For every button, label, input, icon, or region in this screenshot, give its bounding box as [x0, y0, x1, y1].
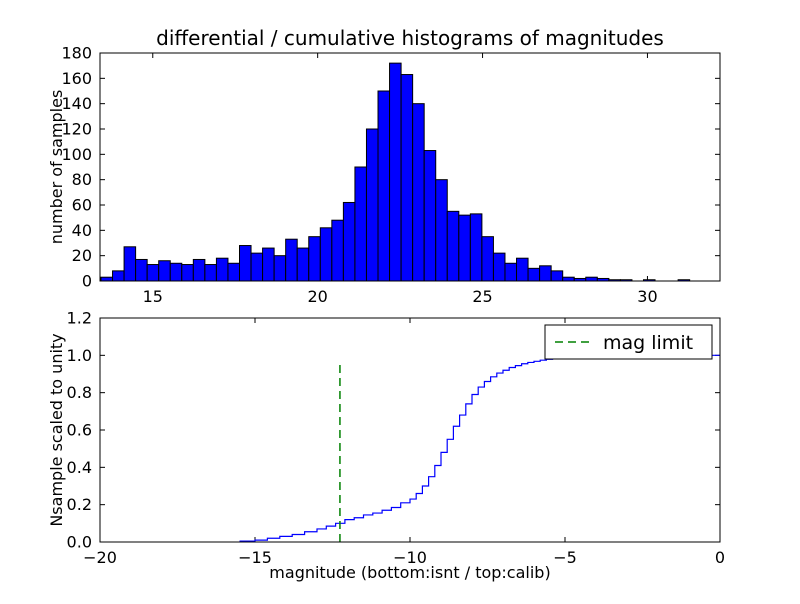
histogram-bar — [204, 264, 217, 282]
histogram-bar — [239, 245, 252, 282]
histogram-bar — [481, 236, 494, 282]
histogram-bar — [135, 258, 148, 282]
y-tick-label: 140 — [61, 94, 92, 113]
y-tick-label: 80 — [72, 170, 92, 189]
x-tick-label: −20 — [83, 548, 117, 567]
y-tick-label: 180 — [61, 44, 92, 63]
histogram-bar — [354, 166, 367, 282]
y-tick-label: 1.2 — [67, 309, 92, 328]
x-tick-label: 20 — [307, 287, 327, 306]
legend: mag limit — [544, 324, 713, 360]
histogram-bar — [469, 213, 483, 282]
histogram-bar — [181, 264, 194, 282]
histogram-bar — [308, 236, 321, 282]
x-axis-label: magnitude (bottom:isnt / top:calib) — [269, 563, 550, 582]
histogram-bar — [296, 247, 310, 282]
x-tick-label: 25 — [472, 287, 492, 306]
cumulative-histogram-plot: −20 −15 −10 −5 0 0.0 0.2 0.4 0.6 0.8 1.0 1.2 — [67, 309, 726, 568]
differential-histogram-plot: 15 20 25 30 0 20 40 60 80 100 120 140 160 180 — [61, 44, 721, 306]
top-y-axis-label: number of samples — [47, 90, 66, 245]
x-tick-label: 0 — [715, 548, 725, 567]
x-tick-label: −5 — [553, 548, 577, 567]
histogram-bar — [458, 214, 471, 282]
histogram-bar — [516, 257, 529, 282]
histogram-bar — [423, 150, 437, 282]
histogram-bar — [192, 258, 206, 282]
histogram-bar — [550, 270, 564, 282]
y-tick-label: 0.0 — [67, 533, 92, 552]
histogram-bar — [146, 264, 160, 282]
histogram-bar — [539, 265, 552, 282]
axes-frame — [99, 52, 721, 282]
x-tick-label: 15 — [143, 287, 163, 306]
histogram-bar — [435, 179, 448, 282]
x-tick-label: 30 — [637, 287, 657, 306]
histogram-bar — [365, 128, 379, 282]
y-tick-label: 0.2 — [67, 495, 92, 514]
y-tick-label: 100 — [61, 145, 92, 164]
legend-label: mag limit — [603, 332, 693, 354]
histogram-bar — [342, 201, 356, 282]
histogram-bar — [158, 260, 171, 282]
histogram-bar — [262, 247, 275, 282]
x-tick-label: −15 — [238, 548, 272, 567]
histogram-bar — [504, 262, 518, 282]
histogram-bar — [273, 255, 287, 282]
histogram-bar — [227, 262, 240, 282]
histogram-bar — [250, 252, 264, 282]
y-tick-label: 120 — [61, 120, 92, 139]
histogram-bar — [492, 252, 506, 282]
histogram-bar — [169, 262, 183, 282]
histogram-bar — [331, 219, 344, 282]
histogram-bar — [123, 246, 137, 282]
histogram-bar — [377, 90, 391, 282]
y-tick-label: 40 — [72, 221, 92, 240]
histogram-bar — [112, 270, 125, 282]
histogram-bar — [389, 62, 402, 282]
histogram-bar — [562, 276, 575, 282]
histogram-bar — [412, 103, 425, 282]
histogram-bar — [319, 227, 333, 282]
histogram-bar — [585, 276, 598, 282]
histogram-bar — [400, 74, 414, 282]
y-tick-label: 160 — [61, 69, 92, 88]
y-tick-label: 0.6 — [67, 421, 92, 440]
y-tick-label: 0.8 — [67, 383, 92, 402]
y-tick-label: 0 — [82, 272, 92, 291]
y-tick-label: 20 — [72, 246, 92, 265]
chart-title: differential / cumulative histograms of … — [156, 26, 664, 50]
x-tick-label: −10 — [393, 548, 427, 567]
bottom-y-axis-label: Nsample scaled to unity — [47, 333, 66, 526]
axes-frame — [99, 317, 721, 543]
histogram-bar — [527, 267, 541, 282]
histogram-bar — [100, 276, 114, 282]
y-tick-label: 0.4 — [67, 458, 92, 477]
histogram-bar — [446, 210, 460, 282]
histogram-bar — [285, 238, 298, 282]
y-tick-label: 60 — [72, 196, 92, 215]
y-tick-label: 1.0 — [67, 346, 92, 365]
histogram-bar — [215, 257, 229, 282]
